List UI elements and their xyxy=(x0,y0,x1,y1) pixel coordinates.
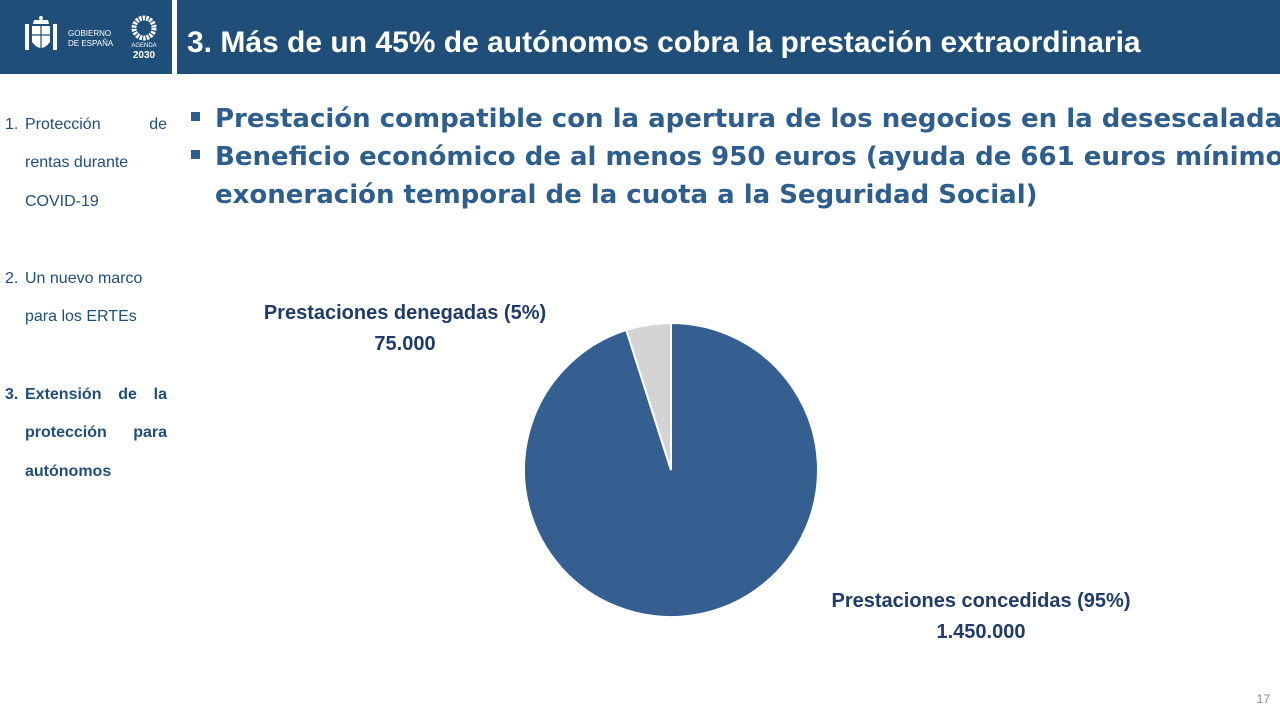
sidebar-item-label: Protección de xyxy=(25,116,167,133)
bullet-text: Beneficio económico de al menos 950 euro… xyxy=(215,142,1280,172)
pie-chart xyxy=(523,321,819,618)
slice-value-label: 75.000 xyxy=(374,333,436,355)
slide-title: 3. Más de un 45% de autónomos cobra la p… xyxy=(187,26,1141,59)
slice-label: Prestaciones denegadas (5%) xyxy=(263,302,547,324)
sidebar-item-number: 1. xyxy=(5,116,19,133)
bullet-text: exoneración temporal de la cuota a la Se… xyxy=(215,180,1038,210)
page-number: 17 xyxy=(1256,692,1270,706)
sidebar-item-label: Un nuevo marco xyxy=(25,270,143,287)
sidebar-item-label: autónomos xyxy=(25,462,112,480)
bullet-square-icon xyxy=(191,150,200,159)
pie-label-concedidas: Prestaciones concedidas (95%) 1.450.000 xyxy=(792,586,1170,648)
gov-line-2: DE ESPAÑA xyxy=(68,39,114,48)
pie-slice-1 xyxy=(625,321,672,471)
sidebar-item-number: 3. xyxy=(5,386,19,403)
bullet-text: Prestación compatible con la apertura de… xyxy=(215,104,1280,134)
agenda-word: AGENDA xyxy=(131,43,157,49)
pie-label-denegadas: Prestaciones denegadas (5%) 75.000 xyxy=(222,298,588,360)
slice-value-label: 1.450.000 xyxy=(936,621,1026,643)
sidebar-item-label: para los ERTEs xyxy=(25,308,137,326)
agenda-2030-icon xyxy=(131,15,157,41)
sidebar-item-label: Extensión de la xyxy=(25,386,167,403)
gov-line-1: GOBIERNO xyxy=(68,29,112,38)
sidebar-item-label: COVID-19 xyxy=(25,192,99,210)
sidebar-item-label: rentas durante xyxy=(25,154,129,172)
slice-label: Prestaciones concedidas (95%) xyxy=(831,590,1131,612)
sidebar-item-label: protección para xyxy=(25,424,167,442)
bullet-square-icon xyxy=(191,112,200,121)
agenda-year: 2030 xyxy=(132,50,156,61)
gov-text: GOBIERNO DE ESPAÑA xyxy=(68,29,113,49)
title-bar: 3. Más de un 45% de autónomos cobra la p… xyxy=(177,0,1280,74)
logo-block: GOBIERNO DE ESPAÑA AGENDA 2030 xyxy=(0,0,172,74)
sidebar-item-number: 2. xyxy=(5,270,19,287)
coat-of-arms-icon xyxy=(25,16,57,50)
